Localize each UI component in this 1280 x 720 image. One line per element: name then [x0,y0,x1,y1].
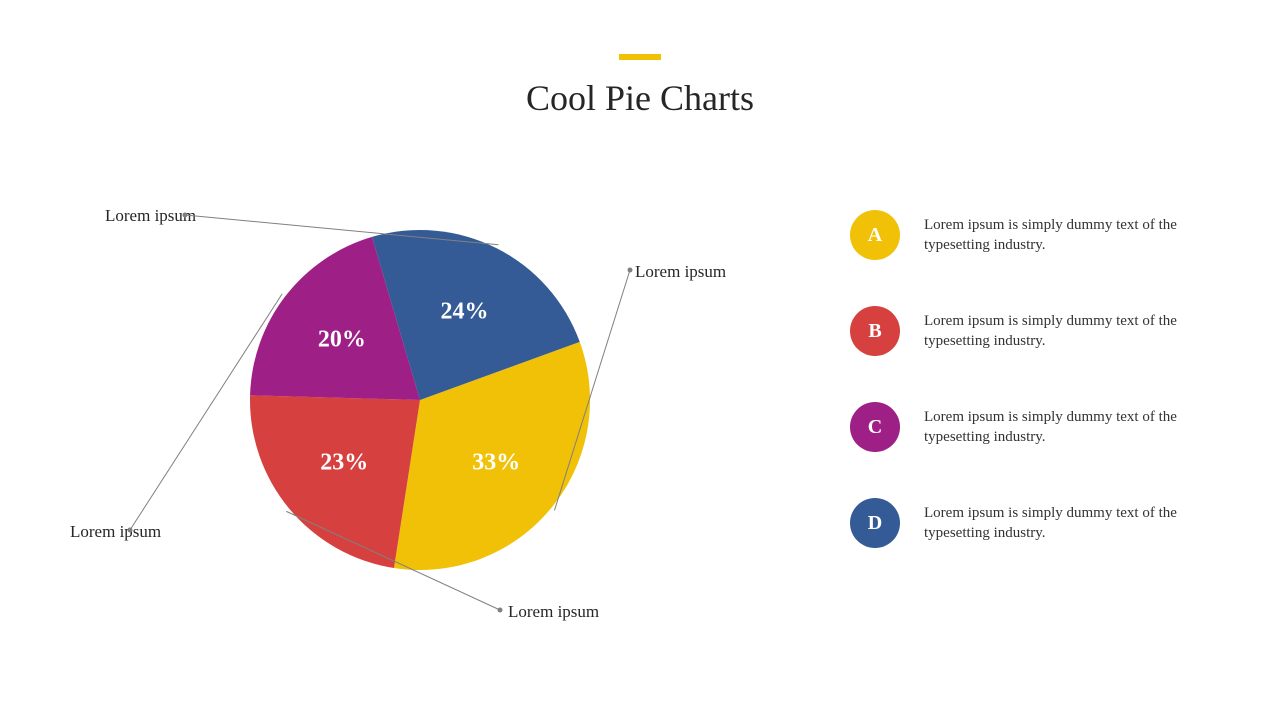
legend-item-a: A Lorem ipsum is simply dummy text of th… [850,210,1230,260]
title-block: Cool Pie Charts [0,54,1280,119]
slice-pct-2: 20% [318,326,366,353]
title-accent-bar [619,54,661,60]
page-title: Cool Pie Charts [526,78,754,118]
legend-text-c: Lorem ipsum is simply dummy text of the … [924,407,1184,448]
legend-item-c: C Lorem ipsum is simply dummy text of th… [850,402,1230,452]
pie-svg [250,230,590,570]
legend-badge-a: A [850,210,900,260]
slice-pct-1: 23% [320,450,368,477]
slice-pct-0: 33% [472,449,520,476]
slice-label-1: Lorem ipsum [508,602,599,622]
slice-pct-3: 24% [440,298,488,325]
legend-item-d: D Lorem ipsum is simply dummy text of th… [850,498,1230,548]
slice-label-3: Lorem ipsum [105,206,196,226]
page: Cool Pie Charts 33% 23% 20% 24% Lorem ip… [0,0,1280,720]
slice-label-2: Lorem ipsum [70,522,161,542]
legend-badge-b: B [850,306,900,356]
legend-text-a: Lorem ipsum is simply dummy text of the … [924,215,1184,256]
legend-text-d: Lorem ipsum is simply dummy text of the … [924,503,1184,544]
legend-text-b: Lorem ipsum is simply dummy text of the … [924,311,1184,352]
legend: A Lorem ipsum is simply dummy text of th… [850,210,1230,594]
slice-label-0: Lorem ipsum [635,262,726,282]
legend-badge-c: C [850,402,900,452]
legend-item-b: B Lorem ipsum is simply dummy text of th… [850,306,1230,356]
pie-slice-1 [250,395,420,568]
legend-badge-d: D [850,498,900,548]
pie-chart: 33% 23% 20% 24% Lorem ipsum Lorem ipsum … [70,170,780,670]
